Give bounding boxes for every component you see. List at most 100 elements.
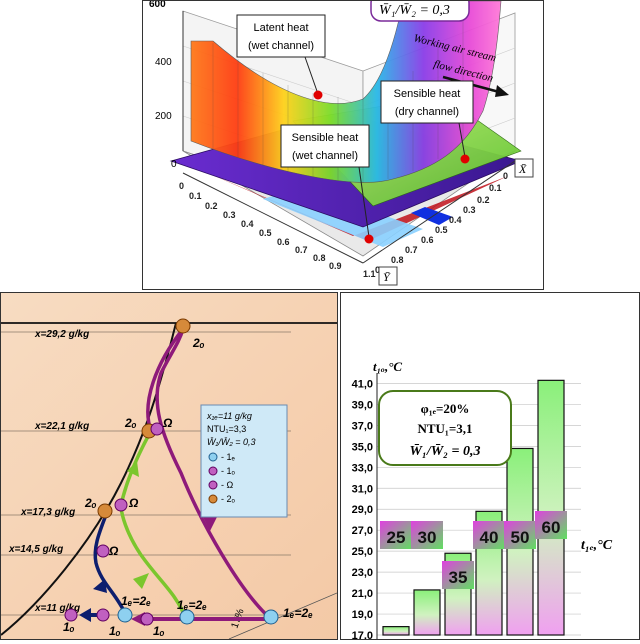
bar-category-label: 40 xyxy=(480,528,499,547)
point-2o xyxy=(175,318,191,334)
point-omega xyxy=(150,422,164,436)
saturation-curve xyxy=(0,322,177,636)
bar-y-tick: 41,0 xyxy=(352,378,373,390)
bar xyxy=(537,379,565,636)
svg-text:NTU₁=3,1: NTU₁=3,1 xyxy=(417,421,472,436)
svg-text:W̄₁/W̄₂ = 0,3: W̄₁/W̄₂ = 0,3 xyxy=(207,437,256,447)
process-navy xyxy=(93,514,128,616)
svg-text:- 2ₒ: - 2ₒ xyxy=(221,494,236,504)
marker-latent xyxy=(313,90,323,100)
svg-text:1ₒ: 1ₒ xyxy=(63,620,75,634)
bar-label-badge xyxy=(442,561,474,589)
y-tick: 0.9 xyxy=(329,261,342,271)
x-tick: 0.7 xyxy=(405,245,418,255)
ratio-label: W̄₁/W̄₂ = 0,3 xyxy=(379,3,450,18)
bar-y-tick: 27,0 xyxy=(352,525,373,537)
bar-label-badge xyxy=(411,521,443,549)
psychrometric-diagram: x=29,2 g/kg x=22,1 g/kg x=17,3 g/kg x=14… xyxy=(0,318,338,640)
y-tick: 0.5 xyxy=(259,228,272,238)
svg-text:φ₁ₑ=20%: φ₁ₑ=20% xyxy=(421,401,470,416)
point-2o xyxy=(97,503,113,519)
bar-label-badge xyxy=(535,511,567,539)
point-1o xyxy=(140,612,154,626)
svg-text:Ω: Ω xyxy=(128,496,139,510)
svg-text:- Ω: - Ω xyxy=(221,480,233,490)
svg-text:1ₒ: 1ₒ xyxy=(109,624,121,638)
surface-plot: 600 400 200 0 0 0.1 0.2 0.3 0.4 0.5 0.6 … xyxy=(149,0,534,286)
y-tick: 0.2 xyxy=(205,201,218,211)
svg-text:Ω: Ω xyxy=(162,416,173,430)
legend-2o-icon xyxy=(208,494,218,504)
svg-text:2ₒ: 2ₒ xyxy=(124,416,137,430)
svg-text:Ω: Ω xyxy=(108,544,119,558)
svg-text:(dry channel): (dry channel) xyxy=(395,106,459,118)
x-tick: 0.3 xyxy=(463,205,476,215)
humidity-label: x=17,3 g/kg xyxy=(20,507,75,518)
bar-y-tick: 21,0 xyxy=(352,588,373,600)
psychrometric-panel: x=29,2 g/kg x=22,1 g/kg x=17,3 g/kg x=14… xyxy=(0,292,338,640)
svg-text:- 1ₒ: - 1ₒ xyxy=(221,466,236,476)
ratio-box xyxy=(370,0,470,22)
bar-y-tick: 29,0 xyxy=(352,504,373,516)
x-tick: 0.4 xyxy=(449,215,462,225)
sensible-dry-callout xyxy=(380,80,474,124)
humidity-label: x=22,1 g/kg xyxy=(34,421,89,432)
legend-1e-icon xyxy=(208,452,218,462)
x-axis-label: X̄ xyxy=(518,162,527,176)
bar-y-tick: 33,0 xyxy=(352,462,373,474)
point-1e xyxy=(117,607,133,623)
x-tick: 0.5 xyxy=(435,225,448,235)
process-purple-curve xyxy=(155,328,273,621)
x-axis-title: t₁ₑ,°C xyxy=(581,538,613,553)
svg-text:NTU₁=3,3: NTU₁=3,3 xyxy=(207,424,246,434)
y-tick: 0.7 xyxy=(295,245,308,255)
x-tick: 0.2 xyxy=(477,195,490,205)
legend-omega-icon xyxy=(208,480,218,490)
svg-text:Sensible heat: Sensible heat xyxy=(292,132,359,144)
bar-chart-panel: t₁ₒ,°C t₁ₑ,°C 17,0 19,0 21,0 23,0 25,0 27,0 29… xyxy=(340,292,640,642)
svg-text:(wet channel): (wet channel) xyxy=(248,40,314,52)
legend-1o-icon xyxy=(208,466,218,476)
y-axis xyxy=(182,172,364,264)
humidity-label: x=11 g/kg xyxy=(34,603,80,614)
humidity-label: x=29,2 g/kg xyxy=(34,329,89,340)
svg-text:Sensible heat: Sensible heat xyxy=(394,88,461,100)
svg-text:1ₑ=2ₑ: 1ₑ=2ₑ xyxy=(177,598,207,612)
y-axis-title: t₁ₒ,°C xyxy=(373,359,402,374)
bar xyxy=(382,626,410,636)
latent-heat-callout xyxy=(236,14,326,58)
svg-text:(wet channel): (wet channel) xyxy=(292,150,358,162)
svg-text:x₁ₑ=11 g/kg: x₁ₑ=11 g/kg xyxy=(206,411,252,421)
y-tick: 0.1 xyxy=(189,191,202,201)
humidity-label: x=14,5 g/kg xyxy=(8,544,63,555)
x-tick: 0.6 xyxy=(421,235,434,245)
bar-y-tick: 19,0 xyxy=(352,609,373,621)
z-tick: 200 xyxy=(155,111,172,122)
bar-category-label: 60 xyxy=(542,518,561,537)
marker-wet xyxy=(364,234,374,244)
y-tick: 0.4 xyxy=(241,219,254,229)
z-tick: 0 xyxy=(171,159,177,170)
x-tick: 0.8 xyxy=(391,255,404,265)
point-1e xyxy=(263,609,279,625)
bar-y-tick: 23,0 xyxy=(352,567,373,579)
x-tick: 0 xyxy=(503,171,508,181)
bar-label-badge xyxy=(380,521,412,549)
bar-y-tick: 37,0 xyxy=(352,420,373,432)
point-omega xyxy=(96,544,110,558)
point-1o xyxy=(96,608,110,622)
y-tick: 0.6 xyxy=(277,237,290,247)
point-1o xyxy=(64,608,78,622)
y-tick: 0 xyxy=(179,181,184,191)
bar-y-tick: 25,0 xyxy=(352,546,373,558)
y-axis-label: Ȳ xyxy=(383,270,391,284)
bar-category-label: 25 xyxy=(387,528,406,547)
z-tick: 600 xyxy=(149,1,166,10)
x-tick: 0.1 xyxy=(489,183,502,193)
z-tick: 400 xyxy=(155,57,172,68)
y-tick: 0.3 xyxy=(223,210,236,220)
surface-plot-panel: 600 400 200 0 0 0.1 0.2 0.3 0.4 0.5 0.6 … xyxy=(142,0,544,290)
bar-y-tick: 17,0 xyxy=(352,630,373,639)
svg-text:- 1ₑ: - 1ₑ xyxy=(221,452,236,462)
svg-text:1ₒ: 1ₒ xyxy=(153,624,165,638)
